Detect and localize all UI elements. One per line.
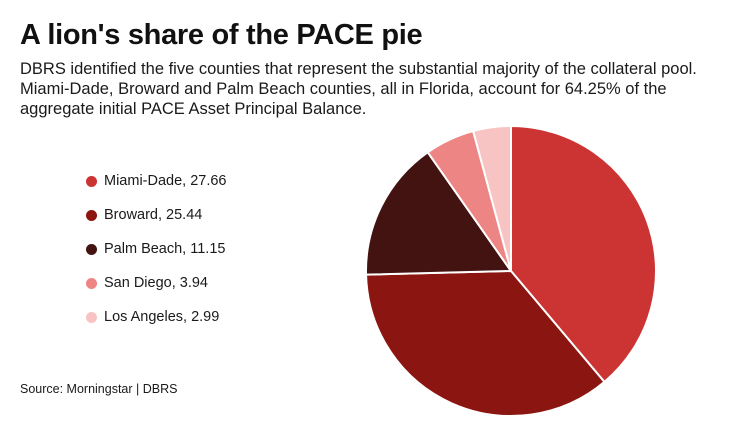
legend-item-miami-dade: Miami-Dade, 27.66: [86, 164, 227, 198]
legend-swatch-san-diego: [86, 277, 97, 289]
legend-label-palm-beach: Palm Beach, 11.15: [104, 241, 226, 257]
pie-chart: [365, 125, 657, 417]
pie-slice-los-angeles: [472, 125, 512, 272]
legend-item-san-diego: San Diego, 3.94: [86, 266, 227, 300]
legend-label-los-angeles: Los Angeles, 2.99: [104, 309, 220, 325]
legend-label-broward: Broward, 25.44: [104, 207, 203, 223]
legend-swatch-los-angeles: [86, 311, 97, 323]
legend: Miami-Dade, 27.66 Broward, 25.44 Palm Be…: [86, 164, 227, 334]
legend-swatch-miami-dade: [86, 175, 97, 187]
legend-item-palm-beach: Palm Beach, 11.15: [86, 232, 227, 266]
chart-subtitle: DBRS identified the five counties that r…: [20, 60, 697, 118]
legend-label-miami-dade: Miami-Dade, 27.66: [104, 173, 227, 189]
chart-title: A lion's share of the PACE pie: [20, 19, 423, 51]
legend-swatch-broward: [86, 209, 97, 221]
legend-item-broward: Broward, 25.44: [86, 198, 227, 232]
legend-swatch-palm-beach: [86, 243, 97, 255]
pie-slice-palm-beach: [365, 151, 512, 276]
pie-slice-miami-dade: [510, 125, 657, 383]
pie-slice-broward: [365, 270, 606, 417]
source-note: Source: Morningstar | DBRS: [20, 382, 178, 396]
legend-label-san-diego: San Diego, 3.94: [104, 275, 208, 291]
legend-item-los-angeles: Los Angeles, 2.99: [86, 300, 227, 334]
